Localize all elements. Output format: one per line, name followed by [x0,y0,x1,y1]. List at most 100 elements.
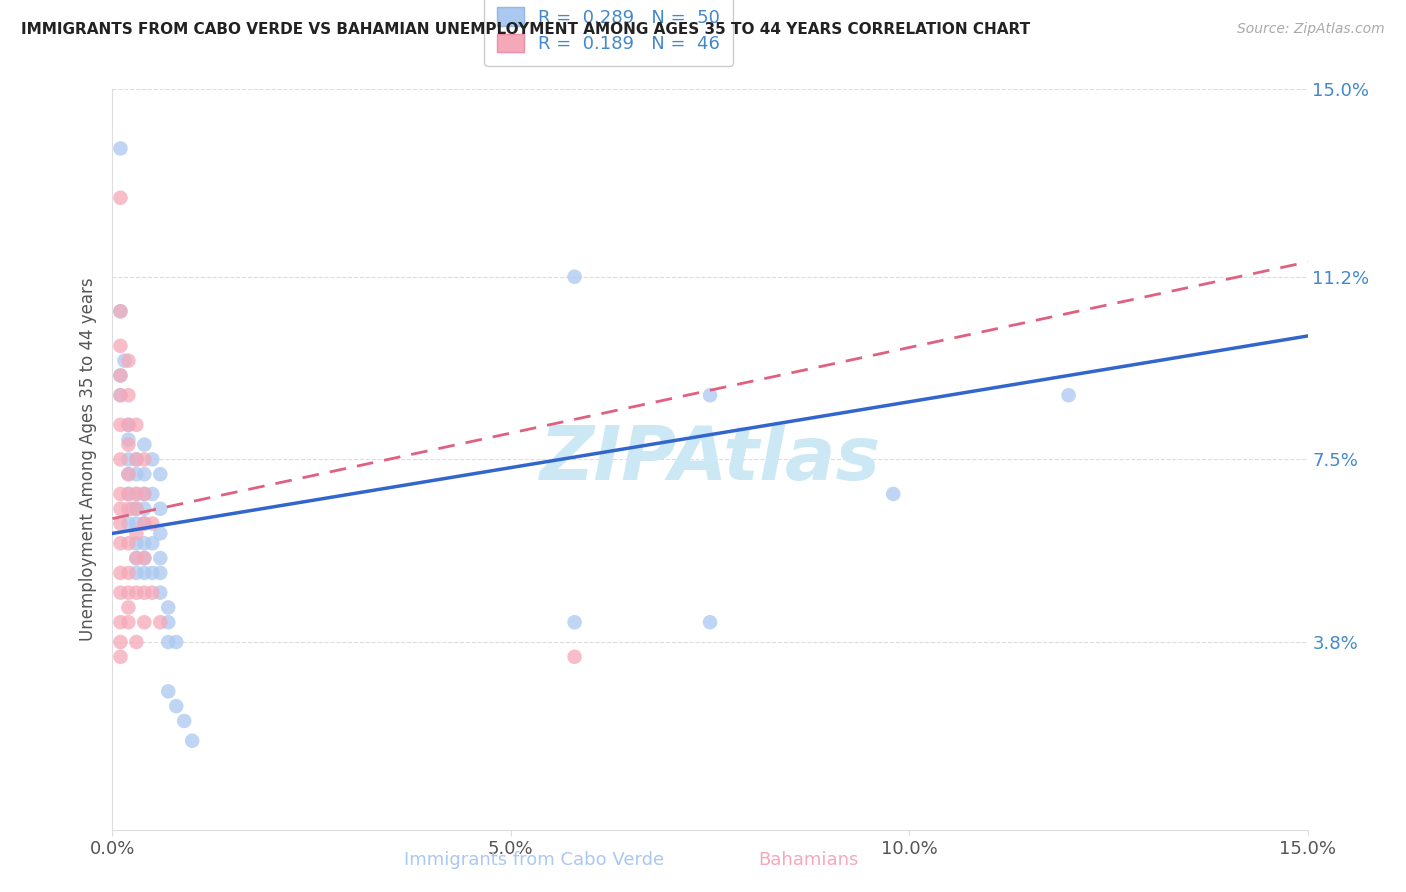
Point [110,452,132,467]
Point [125,501,148,516]
Point [125,487,148,501]
Point [110,368,132,383]
Legend: R =  0.289   N =  50, R =  0.189   N =  46: R = 0.289 N = 50, R = 0.189 N = 46 [484,0,733,66]
Point [1057,388,1080,402]
Point [134,452,156,467]
Point [157,635,180,649]
Point [110,141,132,155]
Point [110,615,132,630]
Point [125,536,148,550]
Point [110,417,132,432]
Point [125,585,148,599]
Point [141,487,163,501]
Point [134,487,156,501]
Point [141,566,163,580]
Point [110,304,132,318]
Point [125,467,148,482]
Point [134,551,156,566]
Point [117,437,139,451]
Point [117,566,139,580]
Point [157,615,180,630]
Point [117,600,139,615]
Point [149,501,172,516]
Text: Immigrants from Cabo Verde: Immigrants from Cabo Verde [404,851,665,869]
Point [149,615,172,630]
Point [110,339,132,353]
Point [117,388,139,402]
Point [141,516,163,531]
Point [125,635,148,649]
Point [141,536,163,550]
Point [125,526,148,541]
Point [134,516,156,531]
Point [134,437,156,451]
Point [149,526,172,541]
Point [110,516,132,531]
Point [110,191,132,205]
Point [117,615,139,630]
Text: IMMIGRANTS FROM CABO VERDE VS BAHAMIAN UNEMPLOYMENT AMONG AGES 35 TO 44 YEARS CO: IMMIGRANTS FROM CABO VERDE VS BAHAMIAN U… [21,22,1031,37]
Point [134,585,156,599]
Point [134,615,156,630]
Point [117,467,139,482]
Point [134,536,156,550]
Point [110,368,132,383]
Point [110,536,132,550]
Point [110,388,132,402]
Point [117,501,139,516]
Point [117,417,139,432]
Point [110,388,132,402]
Point [117,516,139,531]
Point [125,417,148,432]
Text: Source: ZipAtlas.com: Source: ZipAtlas.com [1237,22,1385,37]
Point [149,585,172,599]
Point [134,566,156,580]
Point [157,600,180,615]
Point [134,516,156,531]
Point [125,452,148,467]
Point [110,487,132,501]
Point [564,615,586,630]
Point [134,467,156,482]
Point [110,501,132,516]
Point [117,433,139,447]
Point [125,551,148,566]
Point [117,487,139,501]
Point [117,536,139,550]
Point [117,353,139,368]
Point [134,501,156,516]
Point [117,452,139,467]
Point [117,487,139,501]
Point [125,551,148,566]
Point [699,615,721,630]
Y-axis label: Unemployment Among Ages 35 to 44 years: Unemployment Among Ages 35 to 44 years [79,277,97,641]
Point [134,487,156,501]
Text: ZIPAtlas: ZIPAtlas [540,423,880,496]
Point [110,635,132,649]
Point [110,304,132,318]
Point [564,649,586,664]
Point [173,714,195,728]
Point [165,635,187,649]
Point [117,467,139,482]
Point [564,269,586,284]
Point [181,733,204,747]
Point [114,353,135,368]
Point [125,487,148,501]
Point [699,388,721,402]
Point [110,566,132,580]
Point [882,487,904,501]
Point [134,551,156,566]
Text: Bahamians: Bahamians [758,851,859,869]
Point [110,649,132,664]
Point [157,684,180,698]
Point [125,452,148,467]
Point [141,452,163,467]
Point [149,551,172,566]
Point [141,585,163,599]
Point [165,699,187,714]
Point [125,516,148,531]
Point [125,501,148,516]
Point [125,566,148,580]
Point [110,585,132,599]
